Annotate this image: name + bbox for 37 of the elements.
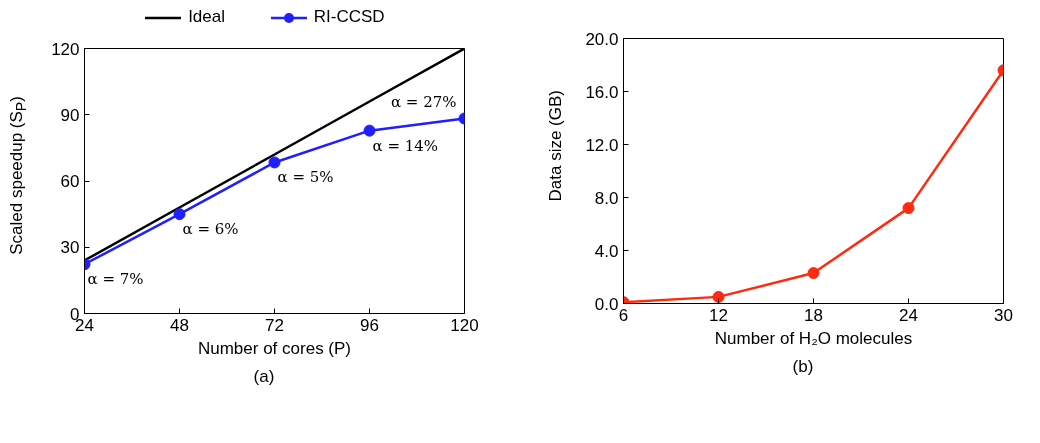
y-tick-label: 8.0 [594, 188, 619, 208]
x-tick-label: 72 [265, 315, 284, 335]
x-tick-label: 6 [618, 305, 629, 325]
y-tick-label: 30 [60, 238, 80, 258]
text: (a) [252, 366, 276, 388]
y-tick-label: 60 [60, 172, 80, 191]
y-tick-label: 12.0 [585, 135, 619, 155]
point [173, 208, 186, 221]
x-tick-label: 18 [804, 305, 823, 325]
y-tick-label: 0.0 [594, 294, 619, 314]
x-tick-label: 24 [899, 305, 918, 325]
point [712, 290, 725, 303]
y-tick-label: 20.0 [585, 29, 619, 49]
y-axis-title: Data size (GB) [545, 90, 566, 202]
x-tick-label: 48 [170, 315, 189, 335]
point [807, 267, 820, 280]
y-tick-label: 16.0 [585, 82, 619, 102]
y-tick-label: 90 [60, 105, 80, 125]
annotation: α = 5% [277, 168, 334, 187]
x-tick-label: 120 [450, 315, 479, 335]
point [363, 124, 376, 137]
x-tick-label: 96 [360, 315, 379, 335]
x-tick-label: 12 [709, 305, 728, 325]
y-tick-label: 120 [51, 39, 80, 59]
y-tick-label: 4.0 [594, 241, 619, 261]
point [268, 156, 281, 169]
text: (b) [791, 356, 815, 378]
point [902, 202, 915, 215]
annotation: α = 7% [87, 270, 144, 289]
x-axis-title: Number of H₂O molecules [714, 328, 913, 348]
annotation: α = 6% [182, 220, 239, 239]
annotation: α = 27% [390, 92, 457, 111]
annotation: α = 14% [372, 136, 439, 155]
x-axis-title: Number of cores (P) [197, 338, 352, 358]
legend-label: RI-CCSD [312, 7, 385, 26]
x-tick-label: 30 [994, 305, 1013, 325]
legend-label: Ideal [187, 7, 226, 26]
